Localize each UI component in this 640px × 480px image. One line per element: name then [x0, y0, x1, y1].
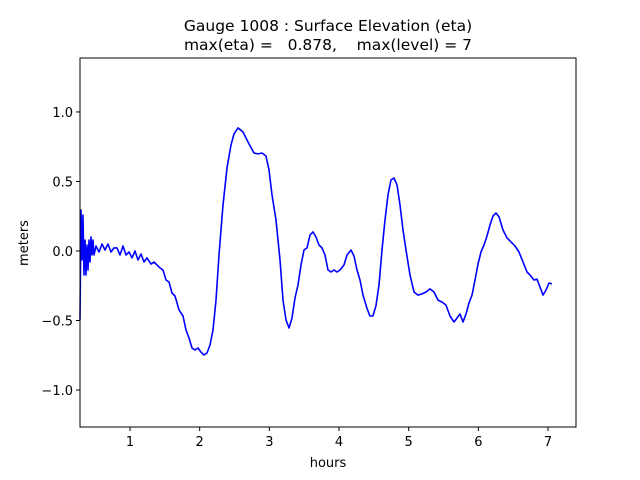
y-tick-label: −0.5: [41, 314, 73, 329]
x-tick-label: 1: [126, 435, 134, 450]
y-axis-label: meters: [17, 220, 32, 266]
chart-title-line1: Gauge 1008 : Surface Elevation (eta): [184, 17, 472, 35]
x-tick-label: 5: [405, 435, 413, 450]
y-tick-label: 0.5: [52, 175, 73, 190]
chart-title-line2: max(eta) = 0.878, max(level) = 7: [184, 36, 472, 54]
axes-frame: [79, 57, 577, 428]
y-tick-label: −1.0: [41, 384, 73, 399]
x-axis-label: hours: [310, 456, 347, 471]
series-line-eta: [79, 127, 553, 356]
x-tick-label: 6: [474, 435, 482, 450]
x-tick-label: 7: [544, 435, 552, 450]
y-tick-label: 1.0: [52, 106, 73, 121]
x-axis: 1 2 3 4 5 6 7: [126, 427, 552, 450]
x-tick-label: 2: [196, 435, 204, 450]
x-tick-label: 4: [335, 435, 343, 450]
series-layer: [79, 127, 553, 356]
y-tick-label: 0.0: [52, 245, 73, 260]
x-tick-label: 3: [265, 435, 273, 450]
plot-area: [80, 58, 576, 427]
y-axis: −1.0 −0.5 0.0 0.5 1.0: [41, 106, 80, 399]
